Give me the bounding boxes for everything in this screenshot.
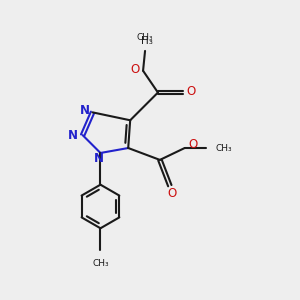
Text: N: N: [94, 152, 103, 165]
Text: O: O: [130, 63, 140, 76]
Text: CH₃: CH₃: [215, 143, 232, 152]
Text: CH₃: CH₃: [137, 33, 153, 42]
Text: H₃: H₃: [141, 36, 153, 46]
Text: CH₃: CH₃: [92, 259, 109, 268]
Text: O: O: [167, 187, 176, 200]
Text: O: O: [186, 85, 195, 98]
Text: N: N: [68, 129, 78, 142]
Text: O: O: [188, 138, 197, 151]
Text: N: N: [80, 104, 90, 117]
